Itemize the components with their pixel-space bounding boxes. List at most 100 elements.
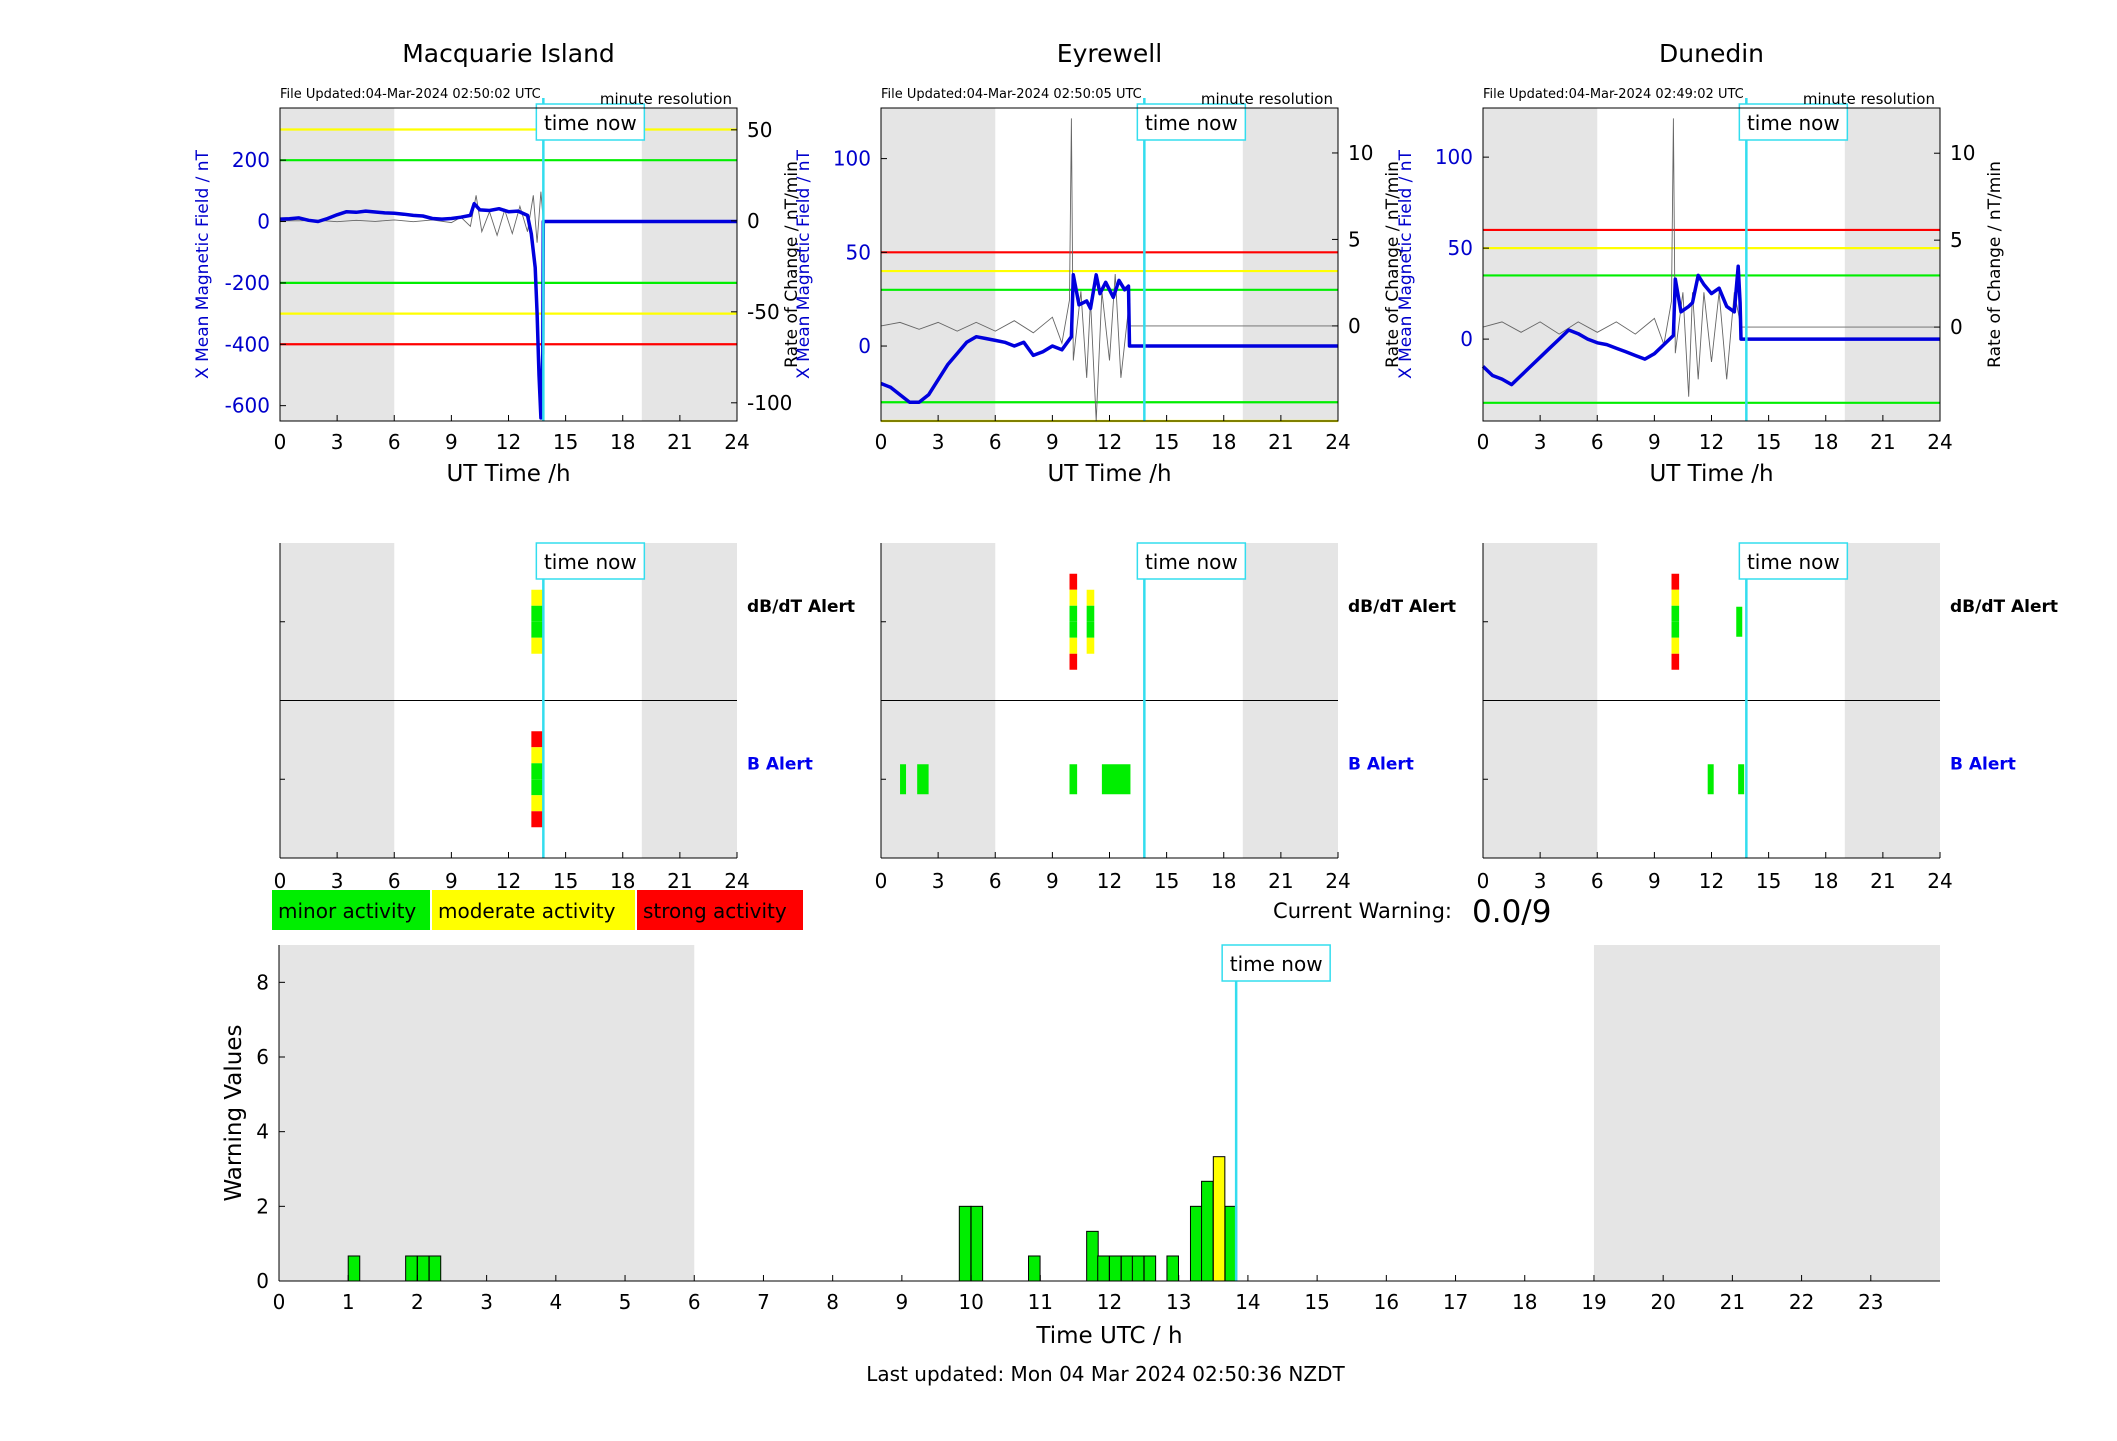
panel2-xtick-label-8: 24 — [1927, 430, 1952, 454]
alert1-dbdt-label: dB/dT Alert — [1348, 597, 1456, 617]
warning-xtick-label-20: 20 — [1650, 1290, 1675, 1314]
alert0-xtick-label-2: 6 — [388, 869, 401, 893]
panel0-xtick-label-8: 24 — [724, 430, 749, 454]
alert0-xtick-label-6: 18 — [610, 869, 635, 893]
alert2-xtick-label-8: 24 — [1927, 869, 1952, 893]
alert2-b-alert-0-seg-0 — [1707, 764, 1714, 795]
panel1-resolution: minute resolution — [1201, 90, 1333, 108]
alert0-b-alert-0-seg-4 — [531, 795, 543, 812]
panel1-ytick-label-2: 100 — [833, 147, 871, 171]
warning-bar-12 — [1143, 1255, 1157, 1282]
alert1-b-alert-0-seg-0 — [900, 764, 907, 795]
panel0-night-shade-1 — [641, 108, 737, 421]
warning-xtick-label-1: 1 — [342, 1290, 355, 1314]
alert2-xtick-label-4: 12 — [1699, 869, 1724, 893]
panel0-xtick-label-6: 18 — [610, 430, 635, 454]
panel1-ytick-label-0: 0 — [858, 334, 871, 358]
panel1-rate-line — [880, 118, 1338, 422]
warning-xtick-label-9: 9 — [896, 1290, 909, 1314]
legend-moderate-label: moderate activity — [438, 899, 616, 923]
panel1-xtick-label-3: 9 — [1046, 430, 1059, 454]
panel0-y2tick-label-1: -50 — [747, 300, 780, 324]
warning-xtick-label-23: 23 — [1858, 1290, 1883, 1314]
panel0-field-line — [279, 201, 737, 420]
panel1-ylabel: X Mean Magnetic Field / nT — [794, 149, 814, 379]
alert2-xtick-label-3: 9 — [1648, 869, 1661, 893]
alert1-xtick-label-5: 15 — [1154, 869, 1179, 893]
alert2-b-alert-1-seg-0 — [1738, 764, 1745, 795]
warning-bar-2 — [416, 1255, 430, 1282]
panel2-xtick-label-2: 6 — [1591, 430, 1604, 454]
warning-xtick-label-18: 18 — [1512, 1290, 1537, 1314]
warning-ylabel: Warning Values — [221, 1024, 247, 1201]
panel1-xtick-label-4: 12 — [1097, 430, 1122, 454]
alert0-xtick-label-8: 24 — [724, 869, 749, 893]
station-title-1: Eyrewell — [1057, 39, 1162, 68]
warning-bar-16 — [1212, 1156, 1226, 1282]
alert1-b-label: B Alert — [1348, 754, 1414, 774]
alert2-xtick-label-7: 21 — [1870, 869, 1895, 893]
panel1-xtick-label-0: 0 — [875, 430, 888, 454]
panel1-xtick-label-7: 21 — [1268, 430, 1293, 454]
alert0-b-alert-0-seg-2 — [531, 763, 543, 780]
alert1-xtick-label-1: 3 — [932, 869, 945, 893]
alert1-time-now-label: time now — [1145, 550, 1238, 574]
alert2-dbdt-label: dB/dT Alert — [1950, 597, 2058, 617]
panel0-xtick-label-5: 15 — [553, 430, 578, 454]
panel0-resolution: minute resolution — [600, 90, 732, 108]
alert0-xtick-label-5: 15 — [553, 869, 578, 893]
warning-xtick-label-17: 17 — [1443, 1290, 1468, 1314]
legend-minor-swatch — [272, 890, 430, 930]
panel1-field-line — [880, 273, 1338, 405]
alert2-dbdt-alert-0-seg-1 — [1671, 589, 1680, 606]
warning-xtick-label-13: 13 — [1166, 1290, 1191, 1314]
alert1-xtick-label-8: 24 — [1325, 869, 1350, 893]
warning-bar-13 — [1166, 1255, 1179, 1282]
alert1-xtick-label-7: 21 — [1268, 869, 1293, 893]
alert2-time-now-label: time now — [1747, 550, 1840, 574]
panel1-xtick-label-5: 15 — [1154, 430, 1179, 454]
panel0-y2tick-label-3: 50 — [747, 118, 772, 142]
panel0-rate-line — [280, 191, 737, 243]
alert2-dbdt-alert-1-seg-0 — [1736, 606, 1743, 637]
panel1-xtick-label-6: 18 — [1211, 430, 1236, 454]
alert2-time-now-label-box — [1738, 542, 1849, 580]
warning-xtick-label-19: 19 — [1581, 1290, 1606, 1314]
warning-ytick-label-0: 0 — [256, 1269, 269, 1293]
panel2-xtick-label-6: 18 — [1813, 430, 1838, 454]
last-updated-text: Last updated: Mon 04 Mar 2024 02:50:36 N… — [866, 1362, 1345, 1386]
warning-bar-4 — [958, 1205, 972, 1282]
current-warning-label: Current Warning: — [1273, 899, 1452, 923]
panel2-ytick-label-2: 100 — [1435, 145, 1473, 169]
legend-minor-label: minor activity — [278, 899, 416, 923]
panel0-xtick-label-7: 21 — [667, 430, 692, 454]
warning-ytick-label-1: 2 — [256, 1194, 269, 1218]
panel1-night-shade-0 — [881, 108, 996, 421]
panel1-y2label: Rate of Change / nT/min — [1383, 161, 1403, 368]
panel2-time-now-label-box — [1738, 103, 1849, 141]
alert2-xtick-label-5: 15 — [1756, 869, 1781, 893]
alert0-dbdt-alert-0-seg-1 — [531, 605, 543, 622]
panel0-xtick-label-2: 6 — [388, 430, 401, 454]
panel0-file-updated: File Updated:04-Mar-2024 02:50:02 UTC — [280, 87, 541, 102]
warning-xtick-label-0: 0 — [273, 1290, 286, 1314]
alert1-dbdt-alert-0-seg-2 — [1069, 605, 1078, 622]
alert1-xtick-label-4: 12 — [1097, 869, 1122, 893]
panel0-ylabel: X Mean Magnetic Field / nT — [193, 149, 213, 379]
panel1-ytick-label-1: 50 — [846, 240, 871, 264]
panel2-y2tick-label-2: 10 — [1950, 141, 1975, 165]
alert0-dbdt-alert-0-seg-2 — [531, 621, 543, 638]
panel1-night-shade-1 — [1242, 108, 1338, 421]
alert1-dbdt-alert-1-seg-1 — [1086, 605, 1095, 622]
alert1-dbdt-alert-1-seg-2 — [1086, 621, 1095, 638]
alert2-b-label: B Alert — [1950, 754, 2016, 774]
alert1-b-alert-1-seg-0 — [917, 764, 929, 795]
warning-bar-15 — [1201, 1180, 1214, 1282]
alert2-dbdt-alert-0-seg-0 — [1671, 573, 1680, 590]
warning-xlabel: Time UTC / h — [1035, 1323, 1182, 1349]
panel0-xtick-label-0: 0 — [274, 430, 287, 454]
panel0-ytick-label-3: 0 — [257, 210, 270, 234]
warning-bar-8 — [1097, 1255, 1110, 1282]
alert0-xtick-label-4: 12 — [496, 869, 521, 893]
panel2-xtick-label-3: 9 — [1648, 430, 1661, 454]
